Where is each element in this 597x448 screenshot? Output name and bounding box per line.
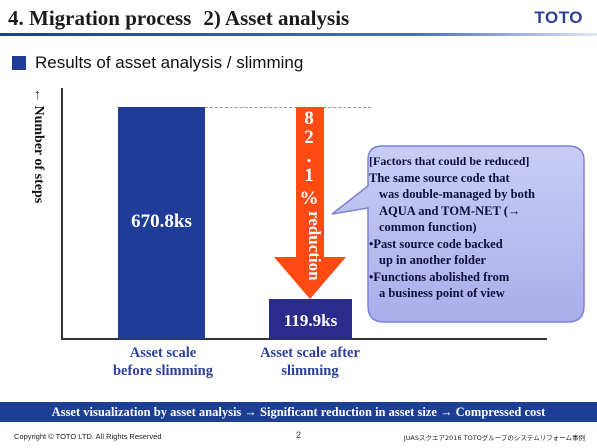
section-heading-text: Results of asset analysis / slimming <box>35 53 304 72</box>
x-label-before-slimming: Asset scale before slimming <box>88 344 238 380</box>
reduction-percent: % <box>299 188 319 209</box>
section-heading: Results of asset analysis / slimming <box>12 53 303 73</box>
x-axis-line <box>61 338 547 340</box>
reduction-arrow <box>274 107 346 299</box>
x-label-after-slimming: Asset scale after slimming <box>240 344 380 380</box>
reduction-decimal-point: . <box>306 146 312 167</box>
callout-line: •Functions abolished from <box>369 269 510 284</box>
header-divider <box>0 33 597 36</box>
summary-banner: Asset visualization by asset analysis → … <box>0 402 597 422</box>
callout-bubble <box>331 145 585 323</box>
x-label-before-line1: Asset scale <box>129 345 197 361</box>
bar-before-slimming <box>118 107 205 339</box>
x-label-after-line2: slimming <box>281 363 339 379</box>
slide-title-part2: 2) Asset analysis <box>203 6 350 30</box>
reduction-decimal-digit: 1 <box>304 165 314 186</box>
callout-line: a business point of view <box>379 286 505 300</box>
callout-line: •Past source code backed <box>369 236 503 251</box>
slide-title-part1: 4. Migration process <box>8 6 192 30</box>
x-label-after-line1: Asset scale after <box>260 345 360 361</box>
reduction-number: 8 2 . 1 <box>295 109 323 185</box>
callout-line: AQUA and TOM-NET (→ <box>379 203 521 218</box>
bar-after-value-label: 119.9ks <box>283 311 338 330</box>
reduction-word: reduction <box>305 211 324 281</box>
x-label-before-line2: before slimming <box>112 363 213 379</box>
y-axis-label: ← Number of steps <box>31 88 46 204</box>
y-axis-line <box>61 88 63 340</box>
page-number: 2 <box>296 430 302 440</box>
reduction-digit-2: 2 <box>304 127 314 148</box>
callout-line: up in another folder <box>379 253 487 267</box>
reference-dashed-line <box>205 107 371 108</box>
callout-bubble-shape <box>331 145 585 323</box>
slide-title: 4. Migration process 2) Asset analysis <box>8 6 448 34</box>
footer-copyright: Copyright © TOTO LTD. All Rights Reserve… <box>14 432 162 441</box>
callout-line: The same source code that <box>369 170 510 185</box>
reduction-digit-1: 8 <box>304 108 314 129</box>
reduction-text: 8 2 . 1 % reduction <box>295 109 325 281</box>
callout-line: common function) <box>379 220 477 234</box>
footer-event-label: JUASスクエア2016 TOTOグループのシステムリフォーム事例 <box>403 434 585 442</box>
callout-text: [Factors that could be reduced] The same… <box>369 153 579 302</box>
callout-heading: [Factors that could be reduced] <box>369 154 530 168</box>
square-bullet-icon <box>12 56 26 70</box>
reduction-arrow-shape <box>274 107 346 299</box>
bar-after-slimming <box>269 299 352 339</box>
toto-logo: TOTO <box>534 8 583 27</box>
bar-before-value-label: 670.8ks <box>131 211 192 232</box>
callout-line: was double-managed by both <box>379 187 535 201</box>
